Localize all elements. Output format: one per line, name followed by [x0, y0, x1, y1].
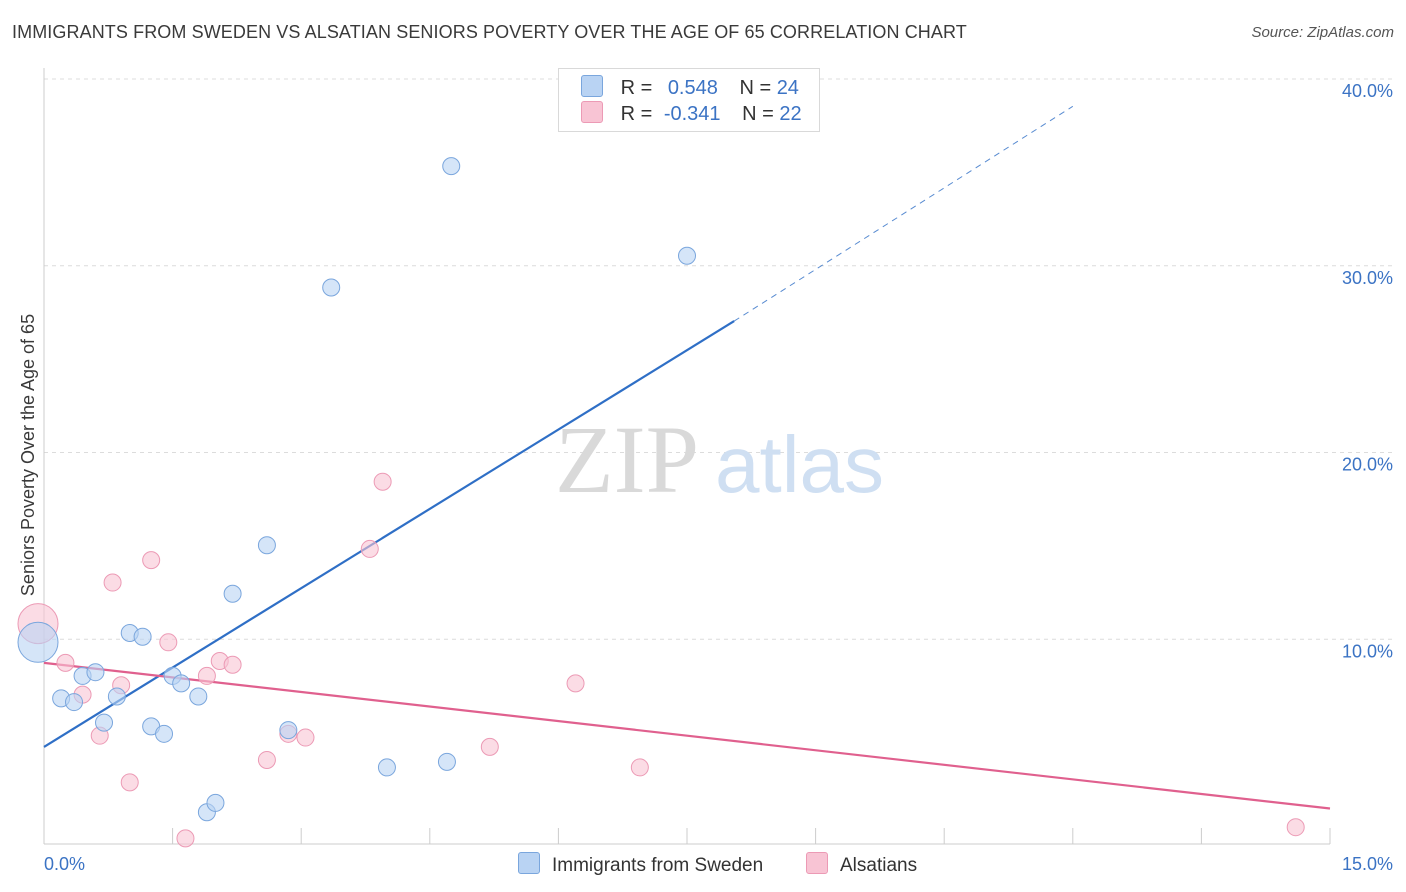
- watermark-atlas: atlas: [715, 420, 884, 509]
- alsatians-point: [1286, 818, 1305, 837]
- sweden-point: [223, 584, 242, 603]
- alsatians-point: [142, 551, 161, 570]
- sweden-point: [172, 674, 191, 693]
- sweden-point: [322, 278, 341, 297]
- alsatians-point: [176, 829, 195, 848]
- n-value-alsatians: 22: [779, 103, 802, 125]
- sweden-point: [279, 721, 298, 740]
- alsatians-point: [296, 728, 315, 747]
- alsatians-point: [480, 737, 499, 756]
- sweden-point: [95, 713, 114, 732]
- alsatians-swatch: [581, 101, 603, 123]
- r-label: R =: [620, 103, 653, 125]
- tick-labels: 10.0% 20.0% 30.0% 40.0% 0.0% 15.0%: [44, 81, 1393, 874]
- alsatians-point: [197, 666, 216, 685]
- source-credit: Source: ZipAtlas.com: [1251, 24, 1394, 41]
- sweden-point: [155, 724, 174, 743]
- sweden-point: [133, 627, 152, 646]
- legend-label-sweden: Immigrants from Sweden: [552, 855, 764, 876]
- sweden-point: [86, 663, 105, 682]
- trend-line-sweden: [43, 320, 735, 748]
- y-tick-label: 30.0%: [1342, 268, 1393, 288]
- x-tick-label: 15.0%: [1342, 854, 1393, 874]
- sweden-point: [377, 758, 396, 777]
- sweden-legend-swatch: [518, 852, 540, 874]
- sweden-point: [678, 246, 696, 265]
- alsatians-point: [120, 773, 139, 792]
- alsatians-point: [373, 472, 392, 491]
- sweden-swatch: [581, 75, 603, 97]
- sweden-point: [257, 536, 276, 555]
- r-value-sweden: 0.548: [667, 77, 718, 99]
- n-label: N =: [739, 77, 772, 99]
- sweden-point: [65, 693, 84, 712]
- alsatians-point: [360, 539, 379, 558]
- alsatians-point: [257, 750, 276, 769]
- legend-item-alsatians[interactable]: Alsatians: [806, 852, 917, 877]
- chart-title: IMMIGRANTS FROM SWEDEN VS ALSATIAN SENIO…: [12, 22, 967, 42]
- data-points: [17, 157, 1305, 848]
- y-tick-label: 40.0%: [1342, 81, 1393, 101]
- alsatians-point: [223, 655, 242, 674]
- y-axis-label: Seniors Poverty Over the Age of 65: [18, 314, 38, 596]
- alsatians-point: [103, 573, 122, 592]
- alsatians-point: [566, 674, 585, 693]
- stats-legend: R = 0.548 N = 24 R = -0.341 N = 22: [558, 68, 820, 132]
- sweden-point: [206, 793, 225, 812]
- trend-line-sweden-extension: [733, 105, 1074, 322]
- gridlines: [44, 78, 1395, 640]
- alsatians-point: [630, 758, 649, 777]
- stats-legend-row-alsatians: R = -0.341 N = 22: [581, 101, 802, 127]
- alsatians-point: [159, 633, 178, 652]
- alsatians-legend-swatch: [806, 852, 828, 874]
- y-tick-label: 10.0%: [1342, 641, 1393, 661]
- sweden-point: [189, 687, 208, 706]
- sweden-point: [107, 687, 126, 706]
- legend-label-alsatians: Alsatians: [840, 855, 918, 876]
- n-value-sweden: 24: [776, 77, 799, 99]
- axes: [43, 68, 1331, 845]
- r-label: R =: [620, 77, 653, 99]
- watermark-zip: ZIP: [555, 406, 699, 513]
- r-value-alsatians: -0.341: [663, 103, 721, 125]
- legend-item-sweden[interactable]: Immigrants from Sweden: [518, 852, 763, 877]
- stats-legend-row-sweden: R = 0.548 N = 24: [581, 75, 799, 101]
- alsatians-point: [56, 653, 75, 672]
- sweden-point: [437, 752, 456, 771]
- sweden-point: [17, 621, 59, 663]
- y-tick-label: 20.0%: [1342, 455, 1393, 475]
- trend-line-alsatians: [43, 661, 1331, 810]
- sweden-point: [442, 157, 461, 176]
- x-tick-label: 0.0%: [44, 854, 85, 874]
- n-label: N =: [742, 103, 774, 125]
- watermark: ZIP atlas: [555, 406, 884, 513]
- trend-lines: [43, 105, 1331, 810]
